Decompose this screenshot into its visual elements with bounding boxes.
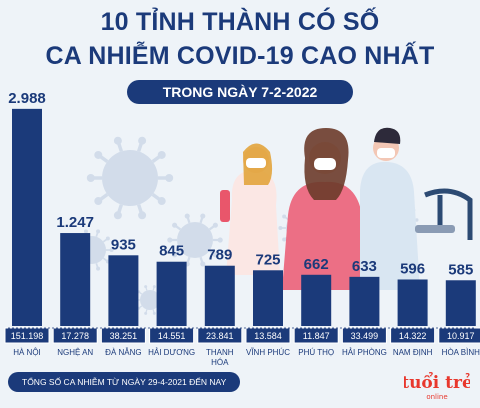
logo-subtext: online: [426, 393, 447, 401]
category-label: PHÚ THỌ: [298, 348, 334, 357]
totals-footnote: TỔNG SỐ CA NHIỄM TỪ NGÀY 29-4-2021 ĐẾN N…: [8, 372, 241, 392]
total-label: 17.278: [61, 331, 89, 341]
bar: [60, 233, 91, 326]
category-label: HÀ NỘI: [13, 348, 41, 357]
logo-text: tuổi trẻ: [404, 371, 470, 393]
bar: [301, 274, 332, 326]
bar-value-label: 2.988: [8, 90, 46, 107]
total-box: [52, 327, 98, 344]
category-label: NGHỆ AN: [57, 348, 93, 357]
bar: [397, 279, 428, 326]
category-label: HÒA BÌNH: [442, 348, 480, 357]
bar: [445, 280, 476, 326]
category-label: THANH: [206, 348, 234, 357]
total-label: 38.251: [110, 331, 138, 341]
total-box: [149, 327, 195, 344]
date-badge: TRONG NGÀY 7-2-2022: [127, 80, 353, 104]
total-box: [197, 327, 243, 344]
bar: [108, 255, 139, 326]
bar-value-label: 662: [304, 256, 329, 273]
bar: [349, 276, 380, 326]
bar-value-label: 725: [255, 251, 280, 268]
total-label: 13.584: [254, 331, 282, 341]
total-box: [100, 327, 146, 344]
total-label: 14.322: [399, 331, 427, 341]
total-label: 11.847: [303, 331, 330, 341]
total-label: 151.198: [11, 331, 44, 341]
bar: [12, 108, 42, 326]
category-label: ĐÀ NẴNG: [105, 348, 141, 357]
bar: [204, 265, 235, 326]
category-label: HẢI PHÒNG: [342, 348, 387, 357]
total-label: 33.499: [351, 331, 379, 341]
people-illustration: [220, 127, 473, 290]
bar-value-label: 1.247: [56, 214, 94, 231]
category-label: NAM ĐỊNH: [393, 348, 433, 357]
tuoitre-logo: tuổi trẻ online: [404, 371, 470, 401]
bar-value-label: 845: [159, 243, 184, 260]
category-label: HẢI DƯƠNG: [148, 348, 195, 357]
bar-value-label: 935: [111, 236, 136, 253]
category-label: HÓA: [211, 358, 229, 367]
total-box: [4, 327, 50, 344]
title-line-1: 10 TỈNH THÀNH CÓ SỐ: [100, 8, 380, 36]
title-line-2: CA NHIỄM COVID-19 CAO NHẤT: [45, 42, 435, 70]
category-label: VĨNH PHÚC: [246, 348, 290, 357]
total-label: 10.917: [447, 331, 475, 341]
bar-value-label: 585: [448, 261, 473, 278]
bar-value-label: 789: [207, 247, 232, 264]
total-label: 23.841: [206, 331, 234, 341]
bar: [253, 270, 283, 326]
bar-value-label: 633: [352, 258, 377, 275]
bar-value-label: 596: [400, 260, 425, 277]
bar: [156, 261, 187, 326]
total-label: 14.551: [158, 331, 186, 341]
